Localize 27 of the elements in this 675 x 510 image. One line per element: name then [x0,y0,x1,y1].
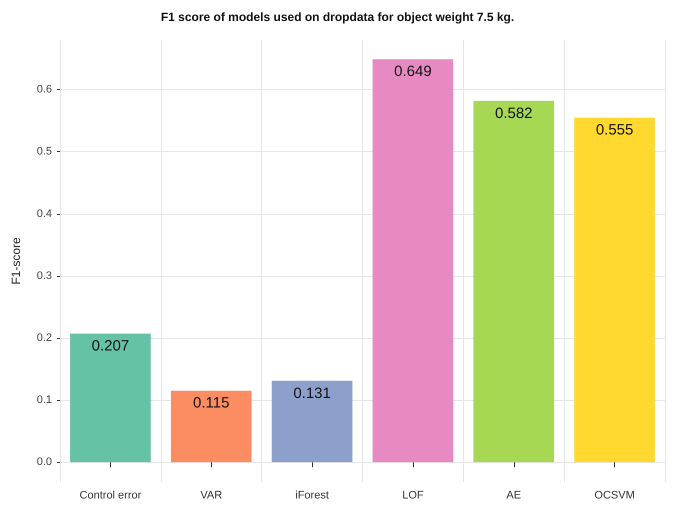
y-tick-label: 0.1 [36,394,52,406]
bar [70,334,151,462]
chart-title: F1 score of models used on dropdata for object weight 7.5 kg. [160,10,514,24]
data-label: 0.131 [293,384,331,402]
bar [473,100,554,462]
x-tick-label: OCSVM [594,490,635,502]
x-tick-label: AE [506,490,522,502]
bar [272,380,352,462]
data-label: 0.649 [394,63,432,80]
x-tick-label: Control error [80,490,142,502]
data-label: 0.582 [494,104,533,122]
x-tick-label: VAR [200,490,222,502]
x-tick-label: LOF [402,490,424,502]
y-tick-label: 0.3 [36,270,52,282]
data-label: 0.555 [596,122,634,139]
data-label: 0.207 [92,338,130,355]
x-tick-label: iForest [295,490,329,502]
y-tick-label: 0.6 [36,84,52,96]
data-label: 0.115 [193,394,230,412]
y-axis-title: F1-score [9,237,23,285]
bar [372,59,454,462]
y-tick-label: 0.2 [36,332,52,344]
bar [574,118,655,462]
y-tick-label: 0.5 [36,146,52,158]
y-tick-label: 0.0 [36,456,52,468]
bar [170,390,252,462]
y-tick-label: 0.4 [36,208,52,220]
